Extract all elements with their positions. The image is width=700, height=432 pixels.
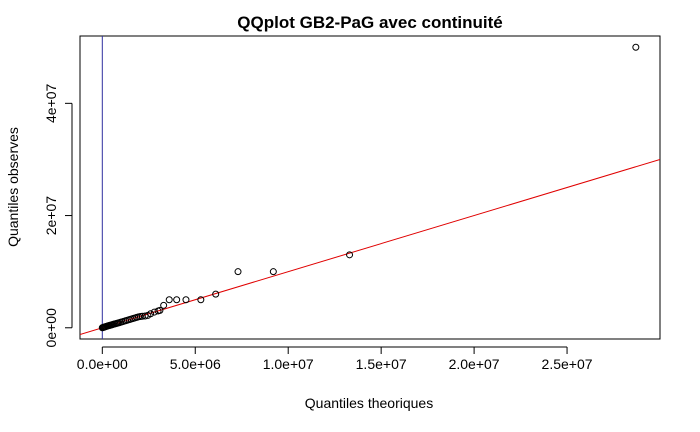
data-point xyxy=(173,296,181,304)
data-point xyxy=(160,301,168,309)
data-point xyxy=(234,268,242,276)
plot-area xyxy=(80,36,660,339)
data-point xyxy=(156,306,164,314)
data-point xyxy=(147,310,155,318)
y-tick-label: 4e+07 xyxy=(43,83,59,123)
data-point xyxy=(197,296,205,304)
data-point xyxy=(346,251,354,259)
y-tick-label: 2e+07 xyxy=(43,196,59,236)
x-tick-label: 0.0e+00 xyxy=(77,356,128,372)
chart-title: QQplot GB2-PaG avec continuité xyxy=(237,13,502,32)
x-tick-label: 1.0e+07 xyxy=(263,356,314,372)
data-point xyxy=(632,43,640,51)
plot-frame xyxy=(79,35,661,340)
data-point xyxy=(165,296,173,304)
data-point xyxy=(182,296,190,304)
x-axis: 0.0e+00 5.0e+06 1.0e+07 1.5e+07 2.0e+07 2.5e+… xyxy=(77,346,593,372)
y-axis-label: Quantiles observes xyxy=(5,127,21,247)
x-tick-label: 5.0e+06 xyxy=(170,356,221,372)
y-axis: 0e+00 2e+07 4e+07 xyxy=(43,83,73,348)
x-tick-label: 2.5e+07 xyxy=(542,356,593,372)
qq-reference-line xyxy=(80,158,660,335)
data-point xyxy=(269,268,277,276)
y-tick-label: 0e+00 xyxy=(43,308,59,348)
x-tick-label: 1.5e+07 xyxy=(356,356,407,372)
x-tick-label: 2.0e+07 xyxy=(449,356,500,372)
data-point xyxy=(212,290,220,298)
x-axis-label: Quantiles theoriques xyxy=(305,395,433,411)
